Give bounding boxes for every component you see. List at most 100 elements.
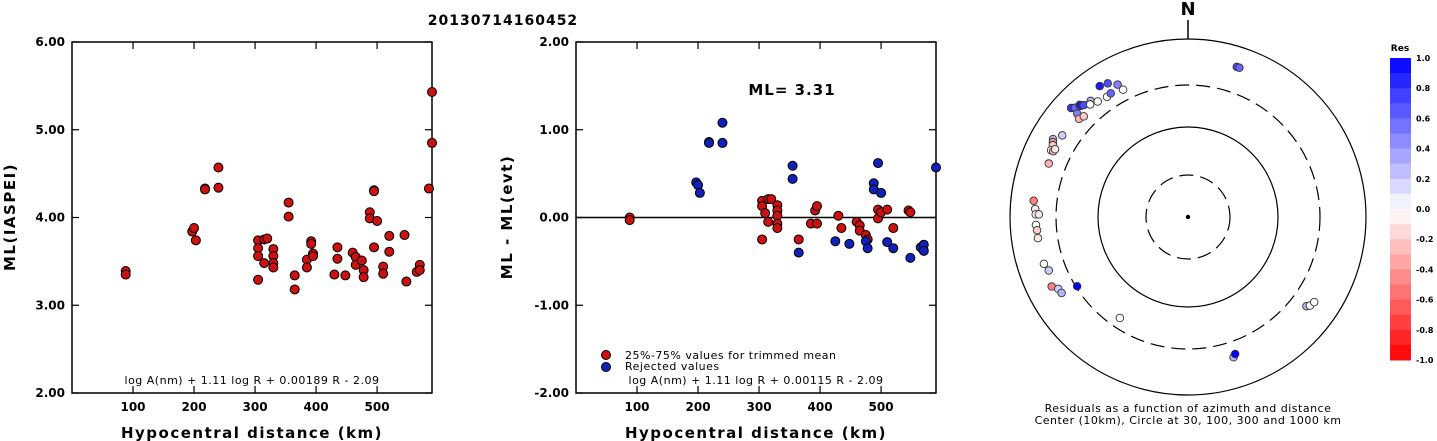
res-ytick-label: -2.00: [534, 386, 569, 400]
ml-data-point: [329, 269, 340, 280]
colorbar-tick-label: 0.2: [1416, 175, 1430, 184]
colorbar-cell: [1390, 193, 1411, 210]
colorbar-cell: [1390, 118, 1411, 134]
colorbar-cell: [1390, 103, 1411, 119]
ml-plot-points: [120, 87, 437, 295]
ml-data-point: [401, 276, 412, 287]
residual-distance-plot: 100 200 300 400 500 -2.00 -1.00 0.00 1.00 2.00 ML…: [498, 35, 941, 441]
colorbar-cell: [1390, 148, 1411, 165]
res-series0-point: [624, 215, 635, 226]
colorbar-tick-label: -0.4: [1416, 265, 1434, 274]
station-point: [1039, 259, 1049, 269]
res-ytick-label: 1.00: [539, 123, 569, 137]
station-point: [1044, 266, 1054, 275]
station-point: [1230, 349, 1240, 359]
ring-300km: [1055, 84, 1321, 350]
res-series0-point: [888, 223, 899, 234]
res-series0-point: [905, 207, 916, 218]
residual-plot-xlabel: Hypocentral distance (km): [625, 424, 887, 441]
res-xtick-label: 200: [686, 400, 711, 414]
legend-rejected-marker: [601, 362, 611, 372]
colorbar-tick-label: 0.8: [1416, 84, 1431, 93]
azimuth-residual-map: N Residuals as a function of azimuth and…: [1009, 0, 1367, 427]
res-xtick-label: 300: [747, 400, 772, 414]
polar-caption-line2: Center (10km), Circle at 30, 100, 300 an…: [1035, 414, 1342, 427]
ml-data-point: [399, 230, 410, 241]
colorbar-cell: [1390, 329, 1411, 346]
res-series0-point: [812, 201, 823, 212]
res-xtick-label: 100: [624, 400, 649, 414]
station-point: [1093, 97, 1102, 106]
ml-data-point: [340, 270, 351, 281]
ml-data-point: [372, 216, 383, 227]
residual-plot-ticks: 100 200 300 400 500 -2.00 -1.00 0.00 1.00 2.00: [534, 35, 936, 414]
res-series1-point: [717, 117, 728, 128]
colorbar-cell: [1390, 254, 1411, 270]
ml-distance-plot: 100 200 300 400 500 2.00 3.00 4.00 5.00 6.00 log …: [1, 35, 437, 441]
colorbar-cell: [1390, 299, 1411, 316]
colorbar-cell: [1390, 88, 1411, 104]
ml-ytick-label: 2.00: [35, 386, 65, 400]
residual-colorbar: Res 1.0 0.8 0.6 0.4 0.2 0.0 -0.2 -0.4 -0.6 -0.8 -1…: [1390, 44, 1434, 365]
ml-data-point: [259, 258, 270, 269]
ml-data-point: [189, 223, 200, 234]
ml-data-point: [427, 137, 437, 148]
colorbar-tick-label: -1.0: [1416, 356, 1434, 365]
ml-data-point: [308, 251, 319, 262]
res-series0-point: [772, 223, 783, 234]
figure-title: 20130714160452: [428, 13, 578, 29]
colorbar-title: Res: [1391, 44, 1409, 54]
station-point: [1235, 63, 1244, 73]
residual-plot-points: [624, 117, 941, 263]
station-point: [1106, 89, 1116, 98]
res-series1-point: [787, 173, 798, 184]
res-series1-point: [873, 158, 884, 169]
station-point: [1057, 288, 1066, 298]
res-series1-point: [882, 237, 893, 248]
colorbar-tick-label: -0.2: [1416, 235, 1434, 244]
north-label: N: [1180, 0, 1195, 20]
ml-data-point: [213, 162, 224, 173]
ml-data-point: [200, 184, 211, 195]
ml-data-point: [358, 272, 369, 283]
colorbar-cell: [1390, 133, 1411, 150]
station-points: [1029, 62, 1319, 362]
ml-xtick-label: 300: [243, 400, 268, 414]
colorbar-tick-label: 0.0: [1416, 205, 1431, 214]
res-series1-point: [704, 137, 715, 148]
ml-data-point: [283, 211, 294, 222]
res-xtick-label: 400: [808, 400, 833, 414]
ml-data-point: [423, 183, 434, 194]
legend-trimmed-marker: [601, 350, 611, 360]
ml-data-point: [384, 230, 395, 241]
ml-plot-formula: log A(nm) + 1.11 log R + 0.00189 R - 2.0…: [125, 374, 380, 387]
res-series1-point: [876, 187, 887, 198]
res-ytick-label: -1.00: [534, 298, 569, 312]
ml-plot-ylabel: ML(IASPEI): [1, 163, 19, 271]
res-series1-point: [793, 247, 804, 258]
ml-plot-ticks: 100 200 300 400 500 2.00 3.00 4.00 5.00 6.00: [35, 35, 432, 414]
colorbar-cell: [1390, 58, 1411, 74]
station-point: [1079, 112, 1089, 121]
res-series0-point: [766, 194, 777, 205]
res-series1-point: [905, 252, 916, 263]
colorbar-cell: [1390, 224, 1411, 240]
polar-caption-line1: Residuals as a function of azimuth and d…: [1045, 402, 1332, 415]
ml-data-point: [332, 253, 343, 264]
station-point: [1050, 145, 1060, 154]
ml-plot-xlabel: Hypocentral distance (km): [121, 424, 383, 441]
colorbar-cell: [1390, 269, 1411, 285]
ml-xtick-label: 400: [304, 400, 329, 414]
ml-data-point: [283, 197, 294, 208]
colorbar-tick-label: -0.8: [1416, 326, 1434, 335]
res-series1-point: [862, 243, 873, 254]
station-point: [1057, 131, 1067, 140]
res-series1-point: [694, 187, 705, 198]
ring-30km: [1145, 174, 1231, 260]
ml-data-point: [332, 242, 343, 253]
colorbar-cell: [1390, 163, 1411, 180]
ml-ytick-label: 6.00: [35, 35, 65, 49]
ml-xtick-label: 100: [120, 400, 145, 414]
ml-data-point: [289, 284, 300, 295]
